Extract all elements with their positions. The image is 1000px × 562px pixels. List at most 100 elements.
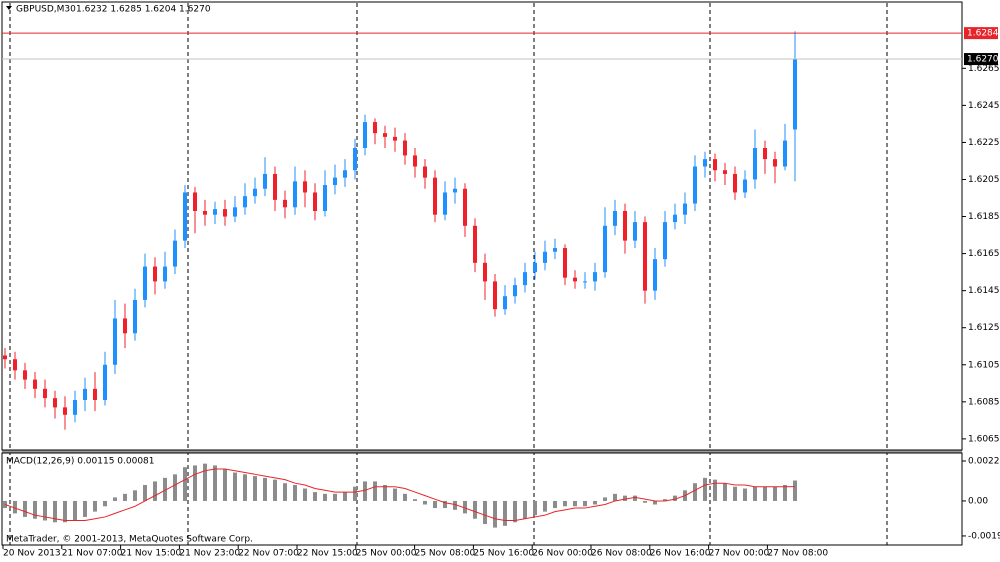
macd-bar [423, 500, 427, 505]
macd-bar [343, 492, 347, 501]
candle-body [193, 192, 197, 211]
macd-bar [93, 500, 97, 512]
macd-bar [323, 493, 327, 501]
macd-bar [673, 495, 677, 501]
macd-bar [753, 486, 757, 501]
candle-body [533, 262, 537, 273]
candle-body [503, 296, 507, 310]
candle-body [183, 192, 187, 241]
macd-bar [33, 500, 37, 519]
candle-body [133, 299, 137, 334]
macd-bar [173, 474, 177, 501]
macd-bar [53, 500, 57, 523]
macd-bar [553, 500, 557, 509]
macd-bar [163, 477, 167, 501]
candle-body [303, 181, 307, 193]
candle-body [643, 222, 647, 291]
macd-bar [133, 490, 137, 501]
candle-body [243, 196, 247, 208]
y-tick-label: 1.6125 [968, 323, 1000, 333]
macd-bar [243, 474, 247, 501]
candle-body [473, 225, 477, 263]
macd-bar [223, 468, 227, 501]
macd-bar [263, 477, 267, 501]
macd-bar [723, 483, 727, 501]
macd-bar [273, 479, 277, 501]
candle-body [343, 170, 347, 178]
x-tick-label: 22 Nov 07:00 [238, 549, 299, 559]
y-tick-label: 1.6225 [968, 138, 1000, 148]
macd-bar [603, 497, 607, 501]
candle-body [733, 173, 737, 193]
macd-bar [153, 481, 157, 501]
candle-body [453, 188, 457, 193]
y-tick-label: 1.6205 [968, 175, 1000, 185]
candle-body [323, 185, 327, 211]
candle-body [673, 214, 677, 223]
period-separators [9, 3, 888, 545]
candle-body [433, 177, 437, 215]
candle-body [353, 147, 357, 171]
candle-body [223, 209, 227, 217]
x-tick-label: 21 Nov 15:00 [121, 549, 182, 559]
macd-bar [523, 500, 527, 519]
candle-body [253, 188, 257, 197]
macd-bar [333, 493, 337, 501]
x-tick-label: 27 Nov 08:00 [767, 549, 828, 559]
macd-bar [713, 479, 717, 501]
macd-bar [373, 481, 377, 501]
macd-bar [693, 483, 697, 501]
symbol-title: GBPUSD,M30 [16, 5, 76, 15]
macd-bar [143, 484, 147, 501]
macd-bar [743, 488, 747, 501]
macd-bar [663, 499, 667, 501]
macd-bar [633, 495, 637, 501]
candle-body [793, 59, 797, 130]
candle-body [213, 209, 217, 215]
macd-title: MACD(12,26,9) 0.00115 0.00081 [6, 457, 155, 467]
candle-body [543, 251, 547, 263]
macd-bar [493, 500, 497, 528]
macd-bar [103, 500, 107, 507]
candle-body [273, 173, 277, 200]
macd-bar [283, 483, 287, 501]
candle-body [523, 272, 527, 286]
macd-bar [613, 493, 617, 501]
macd-bar [433, 500, 437, 509]
macd-bar [303, 488, 307, 501]
x-tick-label: 25 Nov 08:00 [415, 549, 476, 559]
candle-body [703, 159, 707, 167]
candle-body [783, 140, 787, 167]
signal-line [4, 468, 796, 521]
price-level-label: 1.6270 [967, 55, 999, 65]
macd-bar [393, 488, 397, 501]
candle-body [313, 192, 317, 211]
candle-body [13, 359, 17, 371]
menu-arrow [6, 6, 12, 10]
macd-bar [193, 465, 197, 501]
candle-body [633, 222, 637, 241]
macd-bar [773, 486, 777, 501]
macd-bar [733, 486, 737, 501]
candle-body [153, 266, 157, 282]
x-tick-label: 21 Nov 07:00 [62, 549, 123, 559]
macd-bar [533, 500, 537, 516]
candle-body [113, 318, 117, 365]
x-tick-label: 26 Nov 00:00 [532, 549, 593, 559]
candle-body [33, 379, 37, 389]
macd-bar [73, 500, 77, 521]
macd-bar [43, 500, 47, 521]
candle-body [293, 181, 297, 208]
y-tick-label: 1.6185 [968, 212, 1000, 222]
candle-body [63, 407, 67, 415]
macd-bar [653, 500, 657, 505]
candle-body [573, 277, 577, 282]
macd-bar [383, 484, 387, 501]
candle-body [693, 166, 697, 204]
macd-bar [763, 486, 767, 501]
candle-body [173, 240, 177, 267]
macd-bar [183, 467, 187, 501]
macd-bar [573, 500, 577, 507]
macd-bar [123, 493, 127, 501]
y-tick-label: 1.6105 [968, 360, 1000, 370]
